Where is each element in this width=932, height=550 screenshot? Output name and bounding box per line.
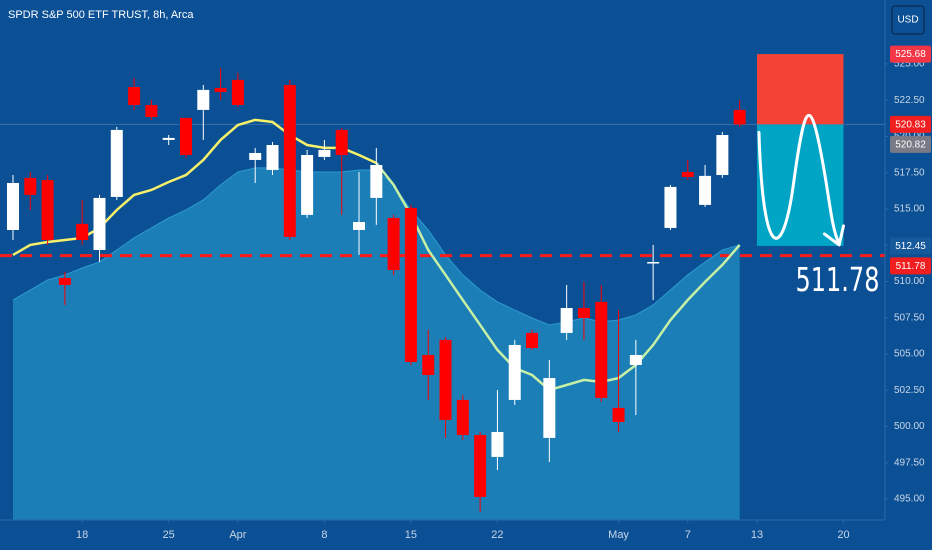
x-tick-label: 15	[405, 529, 417, 541]
x-tick-label: 22	[491, 529, 503, 541]
candle-body	[93, 197, 106, 250]
candle-body	[24, 177, 37, 195]
candle-body	[110, 129, 123, 197]
y-tick-label: 502.50	[894, 385, 925, 396]
candle-body	[543, 378, 556, 438]
candle-body	[456, 399, 469, 436]
x-tick-label: 25	[163, 529, 175, 541]
candle-body	[560, 307, 573, 333]
candle-body	[577, 307, 590, 319]
stop-zone	[756, 54, 844, 125]
y-tick-label: 497.50	[894, 457, 925, 468]
candle-body	[439, 339, 452, 420]
candle-body	[491, 431, 504, 457]
candle-body	[162, 137, 175, 140]
price-badge	[890, 257, 931, 275]
x-tick-label: 13	[751, 529, 763, 541]
y-tick-label: 507.50	[894, 312, 925, 323]
candle-body	[179, 117, 192, 156]
candle-body	[335, 129, 348, 156]
price-badge-label: 520.82	[895, 140, 926, 151]
x-tick-label: May	[608, 529, 629, 541]
x-tick-label: 18	[76, 529, 88, 541]
price-badge	[890, 45, 931, 63]
candle-body	[629, 354, 642, 365]
candle-body	[387, 217, 400, 271]
candle-body	[716, 135, 729, 176]
price-badge	[890, 237, 931, 255]
price-badge-label: 511.78	[896, 261, 926, 272]
candle-body	[145, 104, 158, 118]
chart-title: SPDR S&P 500 ETF TRUST, 8h, Arca	[8, 9, 194, 21]
candle-body	[283, 84, 296, 237]
arrow-head	[822, 224, 845, 247]
candle-body	[6, 183, 19, 230]
y-tick-label: 515.00	[894, 204, 925, 215]
candle-body	[404, 207, 417, 362]
price-badge-label: 525.68	[895, 49, 926, 60]
area-fill	[12, 167, 740, 521]
candle-body	[699, 175, 712, 205]
x-tick-label: 20	[837, 529, 849, 541]
price-badge-label: 520.83	[895, 120, 926, 131]
candle-body	[214, 88, 227, 92]
indicator-line	[375, 162, 741, 392]
candle-body	[595, 301, 608, 398]
candle-body	[197, 89, 210, 110]
candle-body	[664, 186, 677, 228]
candle-body	[266, 145, 279, 170]
candle-body	[231, 79, 244, 105]
candle-body	[353, 222, 366, 230]
x-tick-label: 8	[321, 529, 327, 541]
y-tick-label: 522.50	[894, 95, 925, 106]
candle-body	[370, 165, 383, 198]
y-tick-label: 495.00	[894, 494, 925, 505]
candle-body	[58, 277, 71, 285]
y-tick-label: 525.00	[894, 59, 925, 70]
y-tick-label: 517.50	[894, 167, 925, 178]
y-tick-label: 505.00	[894, 349, 925, 360]
indicator-line	[12, 118, 377, 257]
price-annotation: 511.78	[795, 260, 879, 299]
candle-body	[301, 155, 314, 215]
candle-body	[128, 87, 141, 105]
arrow-drawing	[757, 113, 841, 246]
candle-body	[681, 171, 694, 177]
candle-body	[612, 407, 625, 422]
candle-body	[41, 180, 54, 240]
currency-label[interactable]: USD	[897, 15, 918, 26]
candle-body	[526, 332, 539, 349]
candle-body	[647, 262, 660, 264]
candle-body	[318, 149, 331, 157]
y-tick-label: 500.00	[894, 421, 925, 432]
candle-body	[422, 354, 435, 375]
candle-body	[76, 223, 89, 240]
currency-button[interactable]	[891, 5, 925, 35]
candle-body	[508, 344, 521, 400]
candle-body	[474, 435, 487, 497]
candle-body	[249, 152, 262, 160]
price-badge-label: 512.45	[895, 241, 926, 252]
y-tick-label: 510.00	[894, 276, 925, 287]
candle-body	[733, 109, 746, 125]
x-tick-label: Apr	[229, 529, 246, 541]
price-badge	[890, 135, 931, 153]
plot-area: 511.78	[0, 54, 885, 521]
x-tick-label: 7	[685, 529, 691, 541]
price-badge	[890, 115, 931, 133]
